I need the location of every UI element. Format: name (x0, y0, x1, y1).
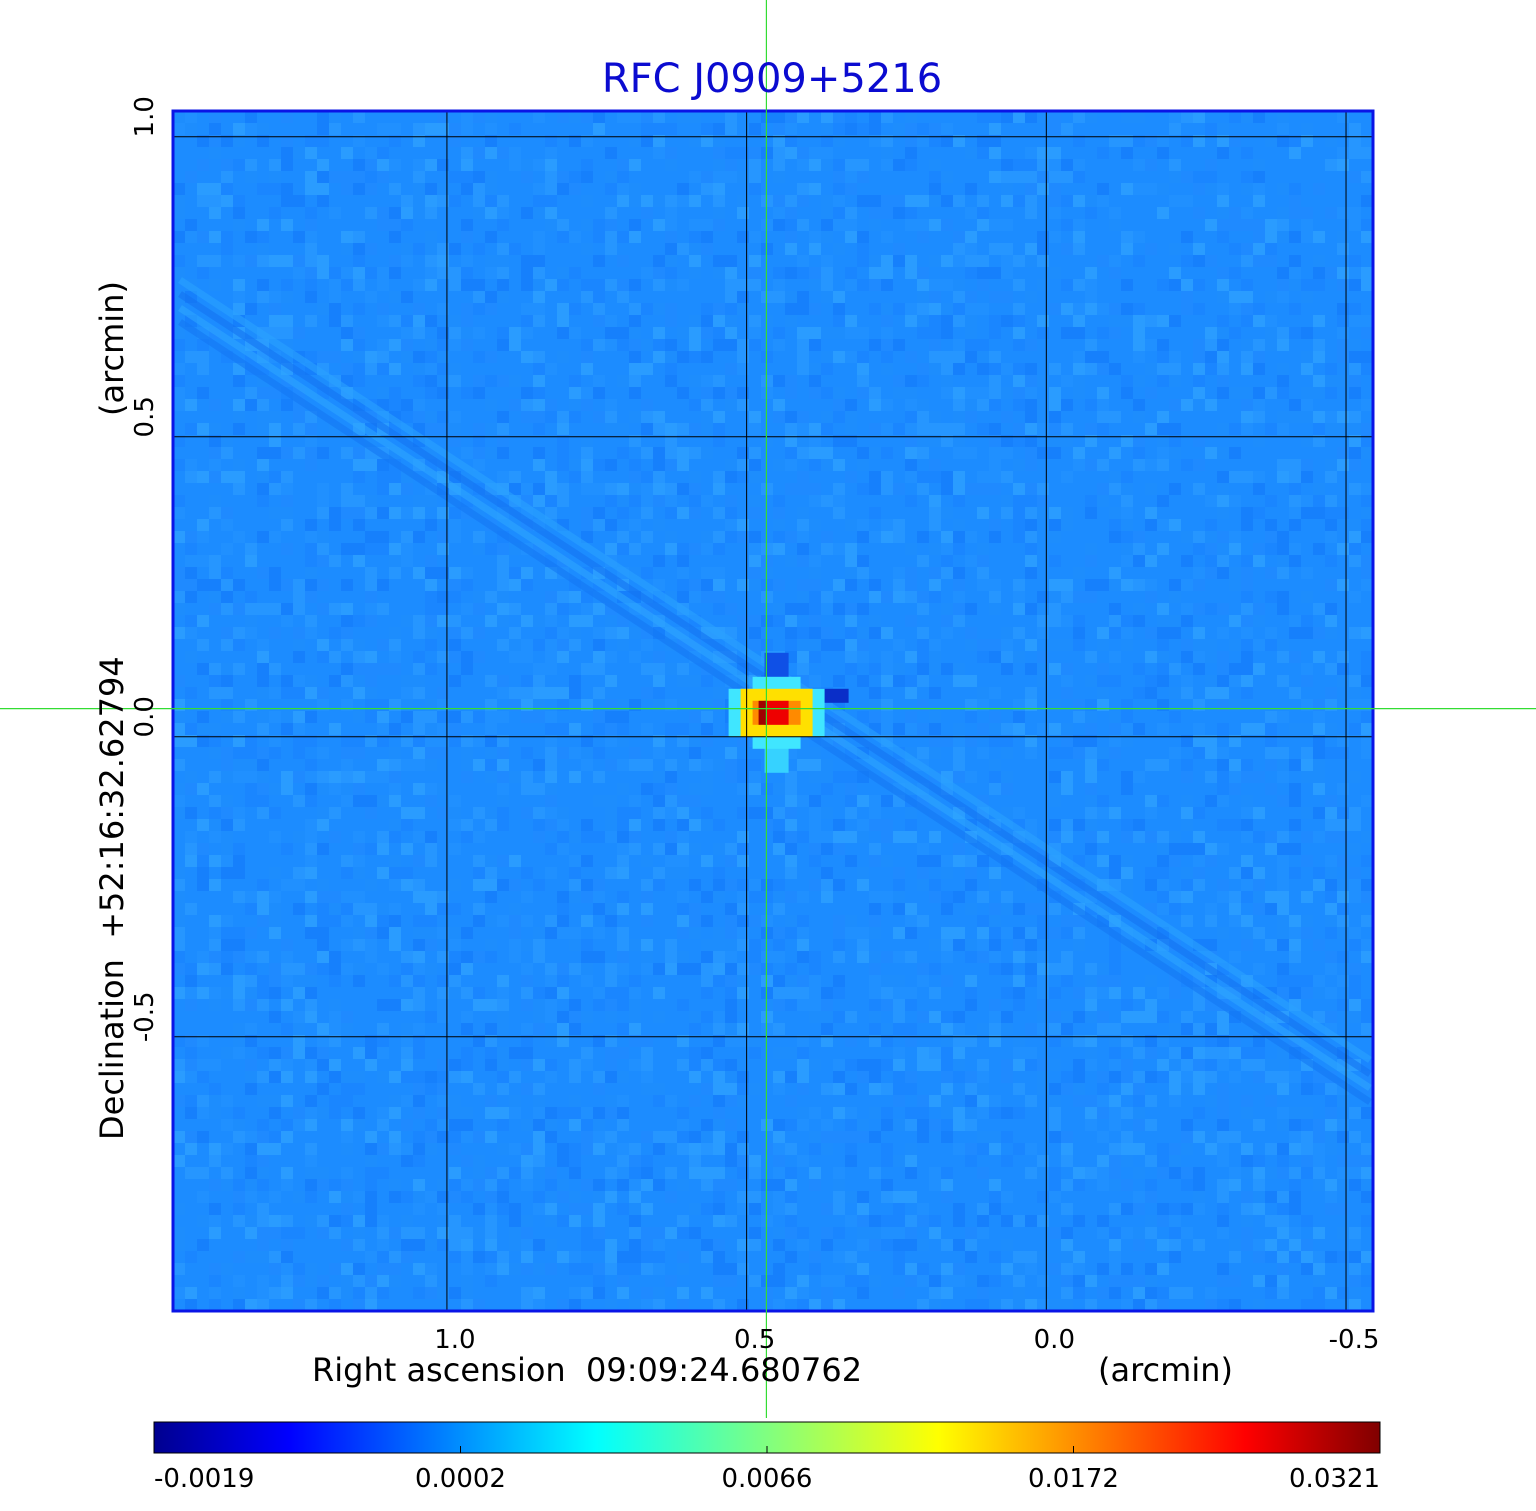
y-tick-label: 1.0 (130, 96, 160, 137)
colorbar-tick-label: 0.0002 (415, 1464, 506, 1494)
x-tick-label: -0.5 (1329, 1325, 1380, 1355)
y-axis-label: Declination +52:16:32.62794 (93, 656, 131, 1140)
x-tick-label: 0.0 (1034, 1325, 1075, 1355)
crosshair (0, 0, 1536, 1418)
colorbar-tick-label: 0.0172 (1028, 1464, 1119, 1494)
x-tick-label: 1.0 (434, 1325, 475, 1355)
colorbar-tick-label: -0.0019 (154, 1464, 254, 1494)
grid-lines (173, 111, 1373, 1311)
x-axis-unit: (arcmin) (1098, 1351, 1233, 1389)
x-tick-label: 0.5 (734, 1325, 775, 1355)
colorbar-tick-label: 0.0066 (722, 1464, 813, 1494)
y-axis-unit: (arcmin) (93, 281, 131, 416)
y-tick-labels: 1.0 0.5 0.0 -0.5 (130, 96, 160, 1042)
x-axis-label: Right ascension 09:09:24.680762 (312, 1351, 862, 1389)
y-tick-label: 0.0 (130, 696, 160, 737)
colorbar-tick-label: 0.0321 (1289, 1464, 1380, 1494)
x-tick-labels: 1.0 0.5 0.0 -0.5 (434, 1325, 1379, 1355)
plot-frame (171, 109, 1375, 1313)
y-tick-label: 0.5 (130, 396, 160, 437)
source-blob (728, 652, 849, 773)
image-noise (173, 111, 1373, 1311)
chart-title: RFC J0909+5216 (602, 56, 942, 102)
y-tick-label: -0.5 (130, 991, 160, 1042)
image-layer (173, 111, 1373, 1311)
colorbar-tick-labels: -0.0019 0.0002 0.0066 0.0172 0.0321 (153, 1446, 1381, 1494)
